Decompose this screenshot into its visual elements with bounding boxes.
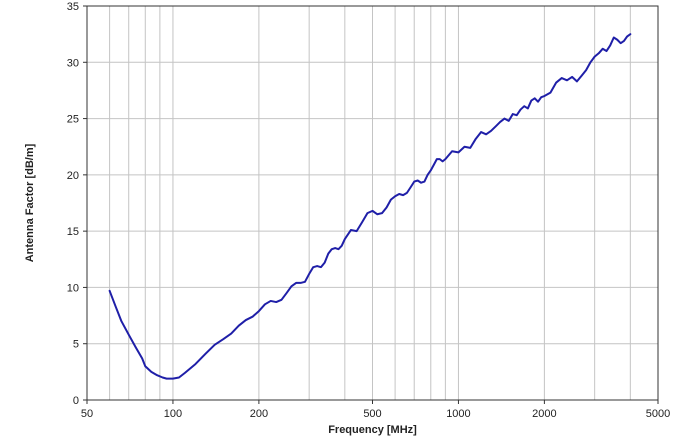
series bbox=[108, 33, 632, 380]
y-tick-label: 0 bbox=[73, 395, 79, 407]
ticks: 50 100 200 500 1000 2000 5000 0 5 10 15 20 25 30 35 bbox=[67, 1, 670, 420]
y-tick-label: 30 bbox=[67, 57, 79, 69]
y-tick-label: 5 bbox=[73, 339, 79, 351]
y-tick-label: 20 bbox=[67, 170, 79, 182]
x-tick-label: 100 bbox=[164, 408, 182, 420]
y-tick-label: 35 bbox=[67, 1, 79, 13]
x-tick-label: 500 bbox=[363, 408, 381, 420]
x-tick-label: 1000 bbox=[446, 408, 470, 420]
x-tick-label: 200 bbox=[250, 408, 268, 420]
x-tick-label: 50 bbox=[81, 408, 93, 420]
x-tick-label: 2000 bbox=[532, 408, 556, 420]
y-axis-label: Antenna Factor [dB/m] bbox=[24, 143, 36, 262]
y-tick-label: 10 bbox=[67, 282, 79, 294]
x-axis-label: Frequency [MHz] bbox=[328, 424, 417, 436]
y-tick-label: 25 bbox=[67, 114, 79, 126]
y-tick-label: 15 bbox=[67, 226, 79, 238]
x-tick-label: 5000 bbox=[646, 408, 670, 420]
antenna-factor-series-line bbox=[108, 33, 632, 380]
grid bbox=[87, 6, 658, 400]
